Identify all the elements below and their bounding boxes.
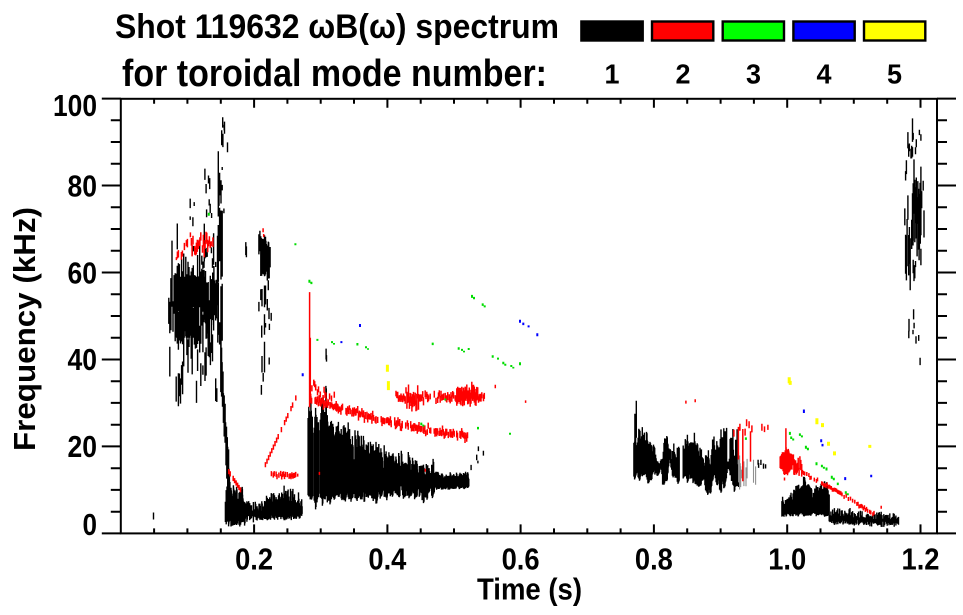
svg-text:Shot 119632 ωB(ω) spectrum: Shot 119632 ωB(ω) spectrum	[115, 8, 559, 46]
svg-text:4: 4	[817, 59, 833, 90]
svg-text:0.6: 0.6	[502, 542, 540, 577]
svg-text:0.2: 0.2	[235, 542, 273, 577]
svg-text:80: 80	[68, 169, 98, 204]
svg-text:2: 2	[676, 59, 691, 90]
svg-text:100: 100	[53, 88, 97, 123]
svg-text:5: 5	[887, 59, 902, 90]
svg-text:20: 20	[68, 429, 98, 464]
svg-text:0: 0	[83, 507, 98, 542]
svg-text:1.0: 1.0	[768, 542, 806, 577]
svg-text:3: 3	[746, 59, 761, 90]
svg-text:0.4: 0.4	[368, 542, 407, 577]
svg-text:Frequency (kHz): Frequency (kHz)	[7, 207, 42, 451]
svg-text:1.2: 1.2	[902, 542, 940, 577]
svg-text:60: 60	[68, 255, 98, 290]
svg-text:1: 1	[605, 59, 620, 90]
svg-text:for toroidal mode number:: for toroidal mode number:	[122, 53, 547, 95]
svg-text:Time (s): Time (s)	[477, 571, 582, 606]
svg-text:0.8: 0.8	[635, 542, 673, 577]
svg-text:40: 40	[68, 342, 98, 377]
